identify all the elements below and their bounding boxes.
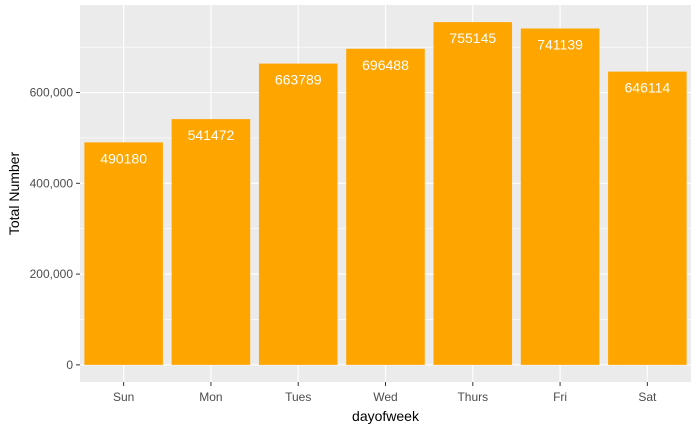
data-labels: 490180 541472 663789 696488 755145 741139 6461… bbox=[100, 30, 670, 166]
data-label-tues: 663789 bbox=[275, 72, 322, 88]
x-tick-label-tues: Tues bbox=[285, 390, 311, 404]
x-tick-label-fri: Fri bbox=[553, 390, 567, 404]
x-tick-label-mon: Mon bbox=[199, 390, 222, 404]
x-tick-label-sun: Sun bbox=[113, 390, 134, 404]
bar-wed bbox=[346, 48, 425, 365]
data-label-sun: 490180 bbox=[100, 150, 147, 166]
x-tick-label-thurs: Thurs bbox=[457, 390, 488, 404]
bar-sat bbox=[608, 71, 687, 365]
bars bbox=[84, 22, 687, 365]
x-axis-title: dayofweek bbox=[352, 408, 420, 424]
data-label-mon: 541472 bbox=[188, 127, 235, 143]
bar-sun bbox=[84, 142, 163, 365]
y-tick-label: 0 bbox=[66, 358, 73, 372]
x-axis: Sun Mon Tues Wed Thurs Fri Sat bbox=[113, 382, 657, 404]
data-label-wed: 696488 bbox=[362, 57, 409, 73]
data-label-fri: 741139 bbox=[537, 36, 583, 52]
bar-thurs bbox=[433, 22, 513, 365]
x-tick-label-wed: Wed bbox=[373, 390, 397, 404]
x-tick-label-sat: Sat bbox=[638, 390, 657, 404]
bar-mon bbox=[171, 119, 251, 365]
y-tick-label: 200,000 bbox=[30, 267, 74, 281]
data-label-sat: 646114 bbox=[625, 80, 671, 96]
bar-tues bbox=[258, 63, 338, 365]
y-axis: 0 200,000 400,000 600,000 bbox=[30, 86, 80, 372]
data-label-thurs: 755145 bbox=[449, 30, 496, 46]
y-axis-title: Total Number bbox=[6, 152, 22, 236]
y-tick-label: 600,000 bbox=[30, 86, 74, 100]
bar-fri bbox=[520, 28, 600, 365]
y-tick-label: 400,000 bbox=[30, 176, 74, 190]
